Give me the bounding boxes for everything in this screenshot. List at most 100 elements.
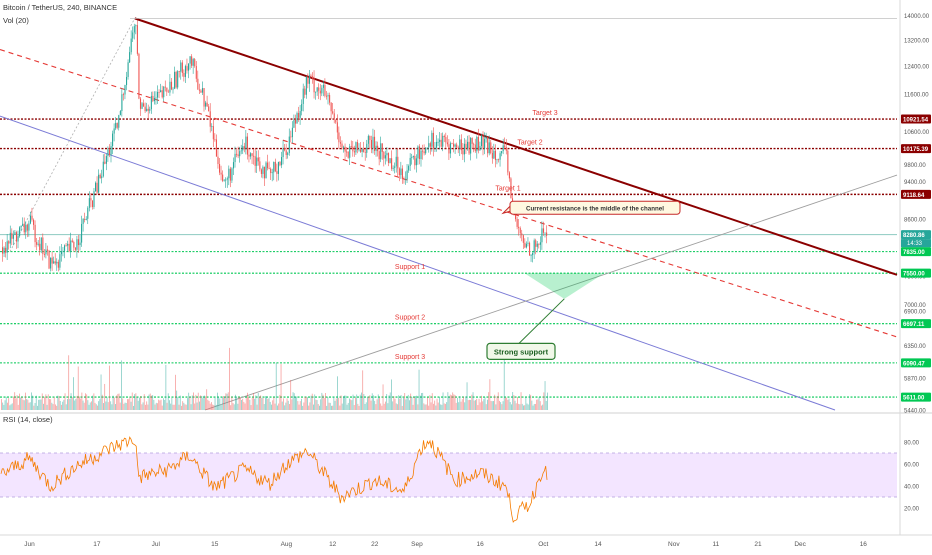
- volume-bar: [335, 398, 337, 410]
- candle-body: [101, 176, 103, 179]
- candle-body: [19, 227, 21, 237]
- volume-bar: [221, 396, 223, 410]
- volume-bar: [256, 404, 258, 410]
- resistance-callout-pointer: [501, 205, 511, 215]
- candle-body: [358, 149, 360, 151]
- candle-body: [501, 151, 503, 154]
- candle-body: [361, 149, 363, 152]
- volume-bar: [349, 398, 350, 410]
- candle-body: [415, 158, 417, 166]
- candle-body: [352, 146, 354, 152]
- candle-body: [209, 111, 211, 127]
- candle-body: [163, 86, 165, 98]
- candle-body: [214, 139, 216, 141]
- volume-bar: [142, 402, 144, 410]
- volume-bar: [351, 400, 353, 410]
- candle-body: [73, 241, 75, 248]
- volume-bar: [230, 405, 232, 410]
- strong-support-text: Strong support: [494, 347, 549, 356]
- volume-bar: [91, 401, 92, 410]
- candle-body: [23, 223, 25, 233]
- volume-bar: [465, 396, 467, 410]
- volume-bar: [203, 395, 205, 410]
- volume-bar: [485, 404, 487, 410]
- candle-body: [417, 146, 419, 159]
- price-tick-label: 11600.00: [904, 92, 929, 98]
- volume-bar: [118, 393, 120, 410]
- volume-bar: [423, 403, 425, 410]
- volume-bar: [539, 401, 541, 410]
- candle-body: [538, 243, 540, 245]
- candle-body: [248, 154, 250, 157]
- volume-bar: [3, 404, 5, 410]
- volume-bar: [77, 366, 79, 410]
- volume-bar: [213, 405, 215, 410]
- volume-bar: [187, 398, 188, 410]
- volume-bar: [350, 399, 352, 410]
- candle-body: [234, 153, 236, 163]
- level-price-tag: [901, 144, 931, 154]
- volume-bar: [152, 395, 154, 410]
- price-timer-label: 14:33: [907, 241, 923, 247]
- candle-body: [479, 145, 481, 151]
- volume-bar: [331, 405, 332, 410]
- volume-bar: [515, 403, 517, 410]
- candle-body: [56, 261, 58, 264]
- volume-bar: [345, 395, 347, 410]
- candle-body: [192, 59, 194, 66]
- volume-bar: [265, 396, 266, 410]
- volume-bar: [545, 400, 547, 410]
- volume-bar: [464, 402, 466, 410]
- candle-body: [206, 102, 208, 107]
- volume-bar: [135, 393, 137, 410]
- candle-body: [201, 88, 204, 93]
- volume-bar: [27, 399, 29, 410]
- volume-bar: [421, 393, 422, 410]
- volume-bar: [544, 381, 546, 410]
- volume-bar: [404, 393, 406, 410]
- volume-bar: [189, 396, 191, 410]
- candle-body: [175, 71, 177, 88]
- volume-bar: [259, 396, 260, 410]
- volume-bar: [37, 405, 38, 410]
- volume-bar: [321, 392, 323, 410]
- candle-body: [60, 251, 62, 255]
- candle-body: [290, 136, 292, 138]
- candle-body: [8, 241, 10, 244]
- volume-bar: [262, 398, 264, 410]
- candle-body: [380, 143, 382, 160]
- symbol-title: Bitcoin / TetherUS, 240, BINANCE: [3, 3, 118, 12]
- volume-bar: [92, 395, 94, 410]
- candle-body: [153, 98, 155, 102]
- volume-bar: [500, 402, 502, 410]
- candle-body: [119, 111, 121, 116]
- volume-bar: [525, 397, 527, 410]
- volume-bar: [547, 392, 548, 410]
- rsi-indicator-label: RSI (14, close): [3, 415, 53, 424]
- candle-body: [330, 102, 332, 112]
- volume-bar: [295, 396, 296, 410]
- volume-bar: [428, 405, 430, 410]
- candle-body: [431, 132, 433, 147]
- volume-bar: [85, 393, 86, 410]
- volume-bar: [512, 392, 514, 410]
- horizontal-levels: 10921.54 10175.39 9118.64 8280.86 7835.00 755…: [0, 114, 931, 402]
- candle-body: [203, 88, 205, 107]
- volume-bar: [70, 393, 72, 410]
- candle-body: [254, 156, 256, 166]
- candle-body: [420, 150, 422, 159]
- volume-bar: [159, 400, 161, 410]
- volume-bar: [271, 404, 272, 410]
- price-tick-label: 7000.00: [904, 303, 926, 309]
- candle-body: [341, 143, 343, 148]
- candle-body: [157, 91, 159, 98]
- volume-bar: [245, 397, 247, 410]
- volume-bar: [489, 379, 491, 410]
- volume-bar: [167, 393, 169, 410]
- volume-bar: [201, 396, 203, 410]
- volume-bar: [55, 404, 56, 410]
- volume-bar: [29, 402, 31, 410]
- candle-body: [240, 150, 242, 152]
